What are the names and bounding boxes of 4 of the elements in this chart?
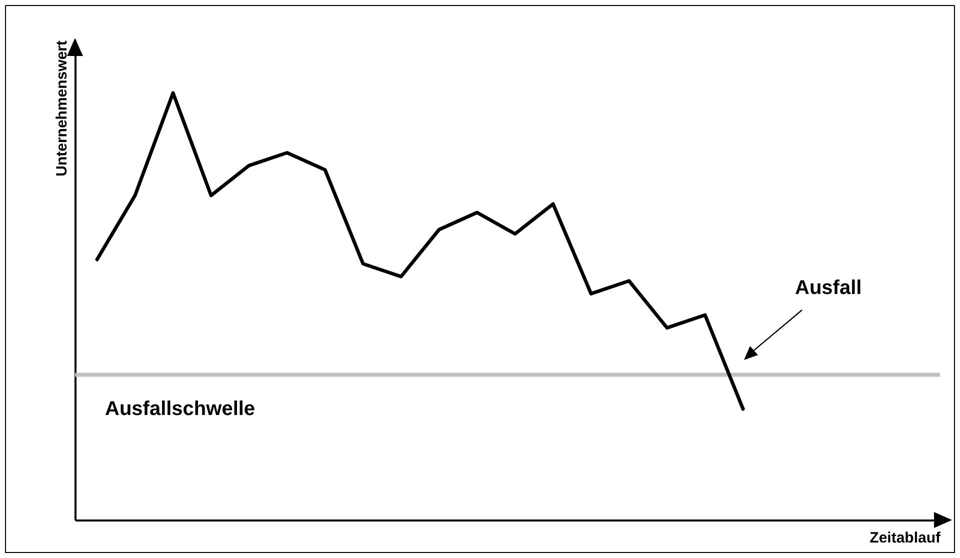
y-axis-title: Unternehmenswert <box>54 40 70 176</box>
x-axis-title: Zeitablauf <box>870 530 942 546</box>
annotation: Ausfall <box>795 277 862 299</box>
ref-line-label: Ausfallschwelle <box>105 398 256 420</box>
